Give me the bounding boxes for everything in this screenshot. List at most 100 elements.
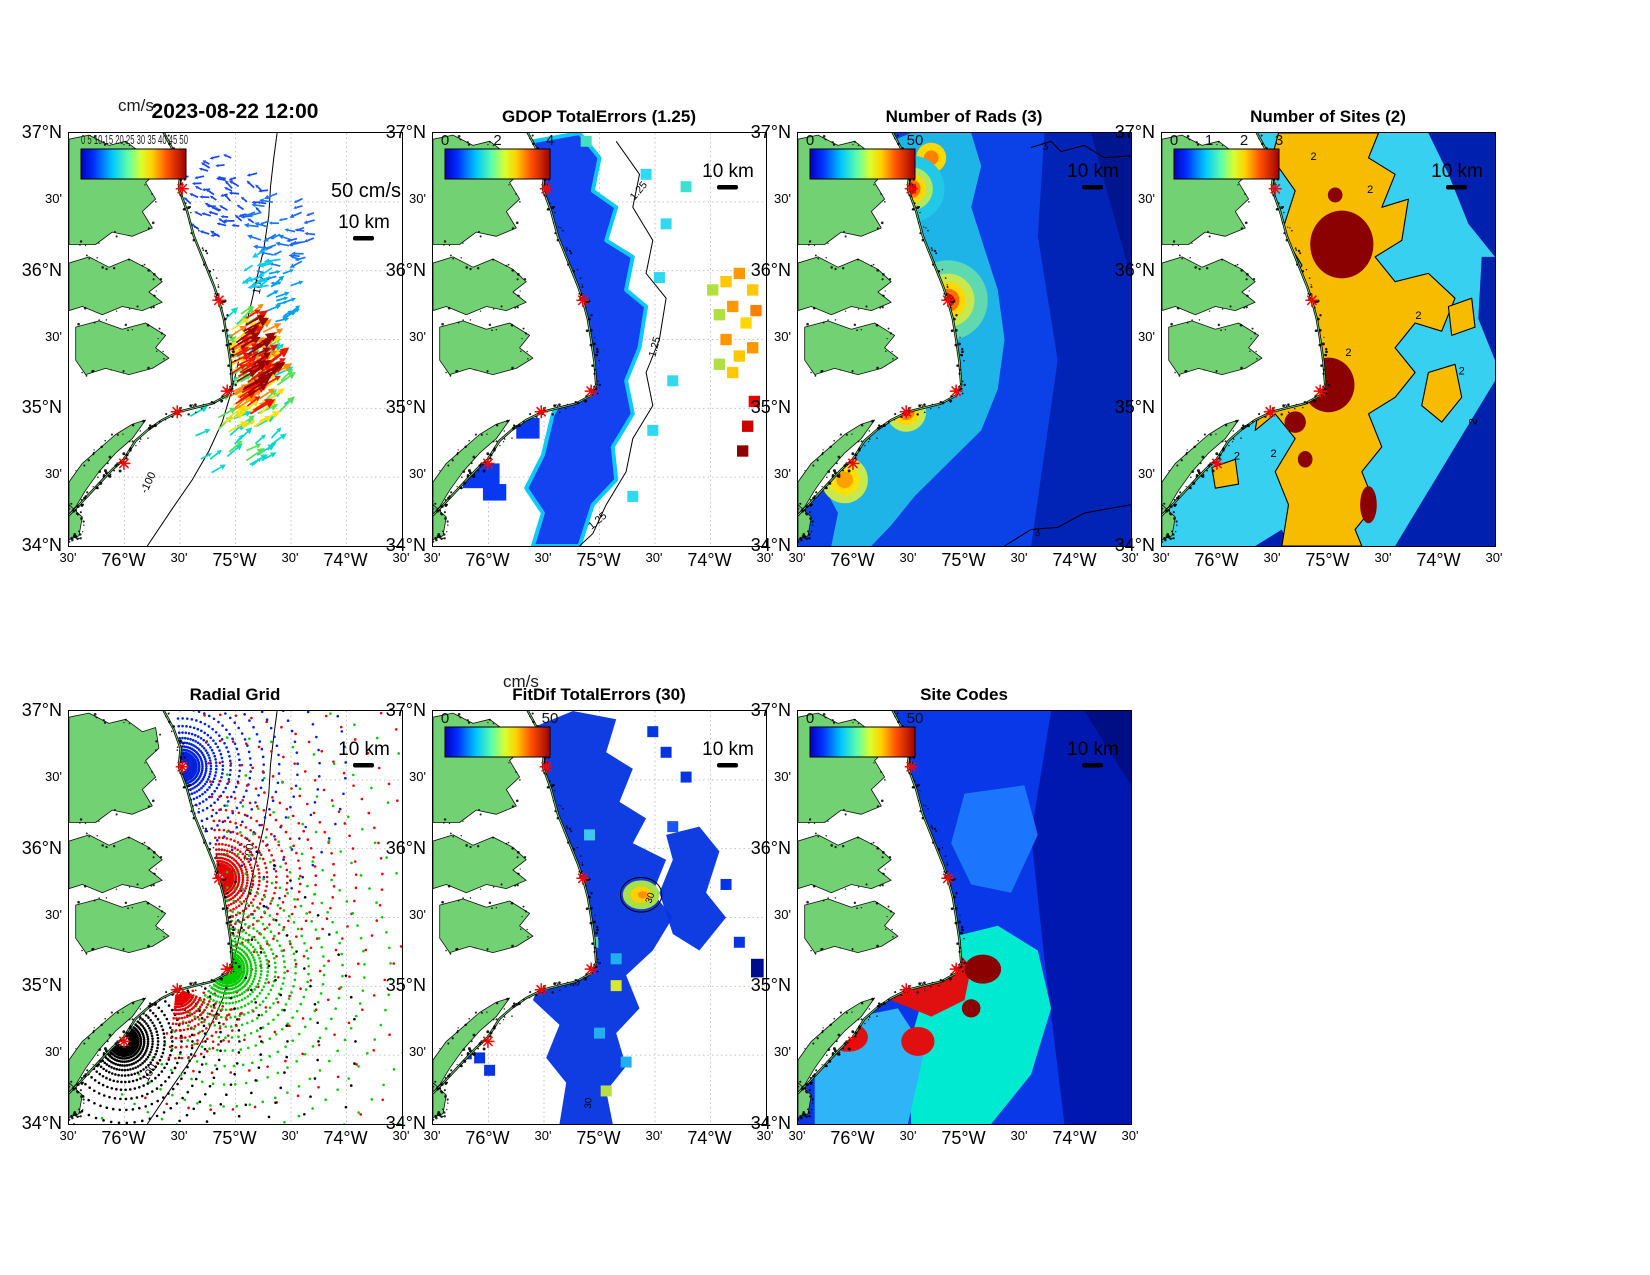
- panel-title-gdop-total-errors: GDOP TotalErrors (1.25): [502, 107, 696, 126]
- x-axis-label: 30': [170, 550, 188, 565]
- map-canvas-radial-grid: 10010010 km: [69, 711, 402, 1124]
- x-axis-label: 30': [534, 550, 552, 565]
- x-axis-label: 75°W: [576, 550, 621, 570]
- y-axis-label: 30': [774, 906, 791, 922]
- radar-site-marker: [1305, 293, 1319, 307]
- y-axis-label: 30': [774, 190, 791, 206]
- units-label: cm/s: [118, 96, 154, 115]
- panel-number-of-rads: Number of Rads (3) 37°N 30' 36°N 30' 35°N 30' 3…: [751, 107, 1139, 570]
- panel-title-surface-currents: 2023-08-22 12:00: [151, 100, 319, 123]
- y-axis-label: 30': [774, 768, 791, 784]
- colorbar-tick-label: 50: [907, 133, 924, 149]
- x-axis-label: 76°W: [465, 1128, 510, 1148]
- y-axis-label: 30': [774, 466, 791, 482]
- y-axis-label: 37°N: [750, 700, 791, 720]
- radar-site-marker: [481, 1034, 495, 1048]
- x-axis-label: 76°W: [830, 550, 875, 570]
- y-axis-label: 35°N: [385, 975, 426, 996]
- contour-label: 30: [583, 1097, 595, 1108]
- y-axis-label: 37°N: [385, 122, 426, 142]
- radar-site-marker: [481, 456, 495, 470]
- colorbar: 0 50: [441, 711, 558, 758]
- map-scale-bar: 10 km: [1067, 161, 1119, 190]
- y-axis-label: 34°N: [750, 1113, 791, 1133]
- contour-label: -100: [138, 470, 158, 495]
- radar-site-marker: [941, 293, 955, 307]
- map-scale-bar: 10 km: [702, 739, 754, 768]
- x-axis-label: 30': [59, 550, 77, 565]
- contour-label: 2: [1459, 366, 1465, 378]
- map-scale-bar: 10 km: [702, 161, 754, 190]
- colorbar: 0 50: [806, 133, 924, 180]
- x-axis-label: 30': [170, 1128, 188, 1143]
- colorbar-tick-label: 1: [1205, 133, 1213, 149]
- y-axis-label: 34°N: [21, 535, 62, 555]
- panel-title-fitdif-total-errors: FitDif TotalErrors (30): [512, 685, 686, 704]
- y-axis-label: 30': [45, 906, 62, 922]
- current-vector-cluster: [242, 248, 281, 290]
- y-axis-label: 34°N: [1114, 535, 1155, 555]
- x-axis-label: 30': [756, 1128, 774, 1143]
- panel-radial-grid: Radial Grid 37°N 30' 36°N 30' 35°N 30' 34°N 30' 7…: [22, 685, 410, 1148]
- radar-site-marker: [904, 760, 918, 774]
- map-canvas-gdop-total-errors: 1.251.251.250 2 410 km: [433, 133, 766, 546]
- y-axis-label: 37°N: [1114, 122, 1155, 142]
- colorbar: 0 5 10 15 20 25 30 35 40 45 50: [80, 133, 188, 180]
- reference-vector-label: 50 cm/s: [331, 180, 401, 202]
- colorbar-tick-label: 3: [1275, 133, 1283, 149]
- radar-site-marker: [175, 760, 189, 774]
- x-axis-label: 75°W: [212, 1128, 257, 1148]
- colorbar-tick-label: 4: [546, 133, 554, 149]
- y-axis-label: 30': [774, 1044, 791, 1060]
- radar-site-marker: [170, 983, 184, 997]
- panel-surface-currents: 2023-08-22 12:00 cm/s 37°N 30' 36°N 30' 35°N 30…: [22, 96, 410, 570]
- plot-area-radial-grid: 10010010 km: [68, 710, 403, 1125]
- y-axis-label: 35°N: [21, 397, 62, 418]
- contour-label: 2: [1467, 418, 1480, 426]
- y-axis-label: 36°N: [1114, 259, 1155, 280]
- radar-site-marker: [949, 384, 963, 398]
- x-axis-label: 76°W: [101, 550, 146, 570]
- x-axis-label: 30': [281, 550, 299, 565]
- x-axis-label: 76°W: [1194, 550, 1239, 570]
- contour-label: 2: [1270, 448, 1276, 460]
- contour-label: 3: [1040, 140, 1050, 153]
- x-axis-label: 30': [1010, 550, 1028, 565]
- current-vector-cluster: [286, 197, 316, 258]
- contour-label: 1.25: [628, 179, 650, 202]
- y-axis-label: 34°N: [750, 535, 791, 555]
- radar-site-marker: [1210, 456, 1224, 470]
- colorbar-tick-label: 0: [441, 711, 449, 727]
- y-axis-label: 36°N: [750, 837, 791, 858]
- x-axis-label: 30': [788, 550, 806, 565]
- map-scale-bar: 10 km: [1067, 739, 1119, 768]
- y-axis-label: 34°N: [385, 535, 426, 555]
- x-axis-label: 76°W: [101, 1128, 146, 1148]
- y-axis-label: 36°N: [21, 837, 62, 858]
- colorbar-tick-label: 0: [441, 133, 449, 149]
- y-axis-label: 30': [409, 328, 426, 344]
- panel-number-of-sites: Number of Sites (2) 37°N 30' 36°N 30' 35°N 30'…: [1115, 107, 1503, 570]
- y-axis-label: 36°N: [750, 259, 791, 280]
- x-axis-label: 30': [645, 1128, 663, 1143]
- x-axis-label: 75°W: [212, 550, 257, 570]
- y-axis-label: 35°N: [1114, 397, 1155, 418]
- scale-label: 10 km: [338, 739, 390, 760]
- x-axis-label: 30': [423, 550, 441, 565]
- y-axis-label: 36°N: [21, 259, 62, 280]
- radar-site-marker: [539, 760, 553, 774]
- x-axis-label: 30': [1010, 1128, 1028, 1143]
- contour-label: 30: [643, 891, 657, 905]
- y-axis-label: 37°N: [750, 122, 791, 142]
- radar-site-marker: [212, 293, 226, 307]
- radar-site-marker: [584, 384, 598, 398]
- y-axis-label: 30': [45, 328, 62, 344]
- radar-site-marker: [534, 983, 548, 997]
- colorbar-tick-label: 2: [1240, 133, 1248, 149]
- x-axis-label: 30': [1485, 550, 1503, 565]
- x-axis-label: 30': [1121, 1128, 1139, 1143]
- radar-site-marker: [899, 983, 913, 997]
- x-axis-label: 74°W: [1416, 550, 1461, 570]
